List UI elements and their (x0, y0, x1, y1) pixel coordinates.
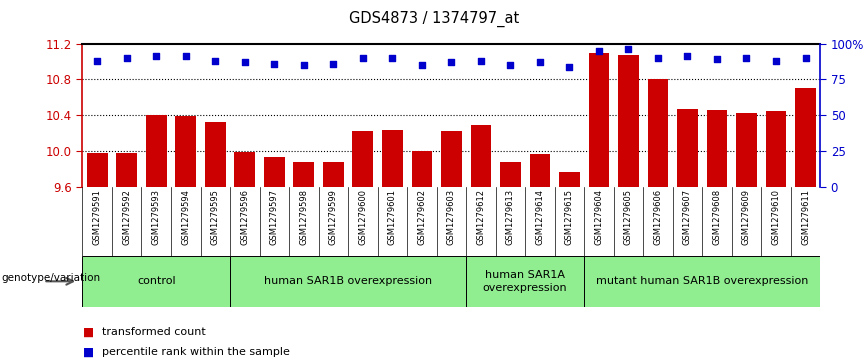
Point (120, 55, 134, 61)
Text: human SAR1B overexpression: human SAR1B overexpression (264, 276, 432, 286)
Point (208, 58, 222, 64)
Point (326, 61, 340, 66)
Point (592, 48, 606, 54)
Text: GSM1279610: GSM1279610 (772, 189, 780, 245)
Bar (441, 131, 462, 363)
Point (621, 46, 635, 52)
Bar (230, 256, 466, 307)
Text: genotype/variation: genotype/variation (2, 273, 101, 283)
Text: GSM1279607: GSM1279607 (683, 189, 692, 245)
Point (179, 54, 193, 60)
Text: GSM1279604: GSM1279604 (595, 189, 603, 245)
Text: GSM1279606: GSM1279606 (654, 189, 662, 245)
Bar (559, 172, 580, 363)
Point (238, 59, 252, 65)
Text: GSM1279597: GSM1279597 (270, 189, 279, 245)
Bar (736, 113, 757, 363)
Bar (466, 256, 584, 307)
Point (651, 55, 665, 61)
Bar (500, 162, 521, 363)
Bar (293, 162, 314, 363)
Bar (82, 256, 230, 307)
Text: control: control (137, 276, 175, 286)
Point (385, 55, 399, 61)
Bar (146, 115, 167, 363)
Text: GSM1279611: GSM1279611 (801, 189, 810, 245)
Text: GSM1279593: GSM1279593 (152, 189, 161, 245)
Bar (648, 78, 668, 363)
Text: GSM1279614: GSM1279614 (536, 189, 544, 245)
Point (533, 59, 547, 65)
Bar (618, 55, 639, 363)
Bar (382, 130, 403, 363)
Bar (352, 131, 373, 363)
Point (562, 64, 576, 69)
Bar (175, 116, 196, 363)
Text: GSM1279603: GSM1279603 (447, 189, 456, 245)
Bar (795, 88, 816, 363)
Text: GSM1279613: GSM1279613 (506, 189, 515, 245)
Point (90, 58, 104, 64)
Point (769, 58, 783, 64)
Bar (411, 151, 432, 363)
Text: GSM1279599: GSM1279599 (329, 189, 338, 245)
Text: GSM1279601: GSM1279601 (388, 189, 397, 245)
Bar (470, 125, 491, 363)
Point (710, 56, 724, 62)
Text: ■: ■ (83, 346, 95, 359)
Text: GDS4873 / 1374797_at: GDS4873 / 1374797_at (349, 11, 519, 27)
Text: transformed count: transformed count (102, 327, 207, 337)
Text: GSM1279594: GSM1279594 (181, 189, 190, 245)
Text: GSM1279609: GSM1279609 (742, 189, 751, 245)
Text: GSM1279598: GSM1279598 (299, 189, 308, 245)
Text: GSM1279605: GSM1279605 (624, 189, 633, 245)
Bar (589, 53, 609, 363)
Bar (529, 154, 550, 363)
Bar (87, 153, 108, 363)
Text: GSM1279591: GSM1279591 (93, 189, 102, 245)
Point (799, 55, 812, 61)
Bar (323, 162, 344, 363)
Point (356, 55, 370, 61)
Bar (707, 110, 727, 363)
Text: GSM1279592: GSM1279592 (122, 189, 131, 245)
Point (444, 59, 458, 65)
Text: GSM1279595: GSM1279595 (211, 189, 220, 245)
Text: percentile rank within the sample: percentile rank within the sample (102, 347, 290, 357)
Point (474, 58, 488, 64)
Point (149, 54, 163, 60)
Point (681, 54, 694, 60)
Bar (766, 111, 786, 363)
Point (740, 55, 753, 61)
Point (415, 62, 429, 68)
Bar (677, 109, 698, 363)
Bar (234, 152, 255, 363)
Text: mutant human SAR1B overexpression: mutant human SAR1B overexpression (596, 276, 808, 286)
Point (503, 62, 517, 68)
Text: GSM1279615: GSM1279615 (565, 189, 574, 245)
Point (297, 62, 311, 68)
Bar (584, 256, 820, 307)
Text: GSM1279608: GSM1279608 (713, 189, 721, 245)
Text: GSM1279600: GSM1279600 (358, 189, 367, 245)
Text: human SAR1A
overexpression: human SAR1A overexpression (483, 270, 568, 293)
Text: GSM1279602: GSM1279602 (418, 189, 426, 245)
Bar (116, 153, 137, 363)
Text: ■: ■ (83, 326, 95, 339)
Text: GSM1279596: GSM1279596 (240, 189, 249, 245)
Text: GSM1279612: GSM1279612 (477, 189, 485, 245)
Bar (264, 158, 285, 363)
Point (267, 61, 281, 66)
Bar (205, 122, 226, 363)
